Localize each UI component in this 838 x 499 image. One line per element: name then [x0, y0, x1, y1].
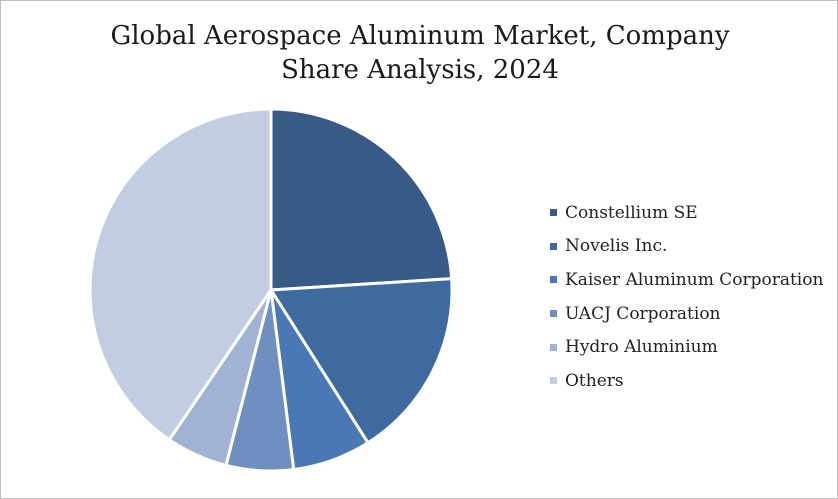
legend-swatch: [550, 310, 557, 318]
legend-swatch: [550, 343, 557, 351]
legend-item: Novelis Inc.: [550, 230, 823, 264]
chart-title-line-1: Global Aerospace Aluminum Market, Compan…: [110, 21, 730, 51]
legend-label: Kaiser Aluminum Corporation: [565, 269, 824, 290]
legend-item: Kaiser Aluminum Corporation: [550, 263, 823, 297]
pie-slices: [88, 107, 454, 473]
legend-label: Novelis Inc.: [565, 236, 668, 257]
pie-slice-others: [88, 107, 273, 442]
legend-swatch: [550, 377, 557, 385]
chart-legend: Constellium SE Novelis Inc. Kaiser Aluminu…: [550, 196, 823, 398]
legend-swatch: [550, 242, 557, 250]
legend-item: Constellium SE: [550, 196, 823, 230]
legend-item: Hydro Aluminium: [550, 330, 823, 364]
pie-slice-constellium-se: [269, 107, 454, 292]
chart-title-line-2: Share Analysis, 2024: [281, 55, 559, 85]
legend-swatch: [550, 209, 557, 217]
legend-label: UACJ Corporation: [565, 303, 721, 324]
legend-label: Others: [565, 370, 624, 391]
legend-item: Others: [550, 364, 823, 398]
legend-item: UACJ Corporation: [550, 297, 823, 331]
legend-swatch: [550, 276, 557, 284]
legend-label: Hydro Aluminium: [565, 337, 718, 358]
pie-slice-novelis-inc: [269, 277, 454, 445]
chart-title: Global Aerospace Aluminum Market, Compan…: [1, 19, 838, 87]
legend-label: Constellium SE: [565, 202, 698, 223]
